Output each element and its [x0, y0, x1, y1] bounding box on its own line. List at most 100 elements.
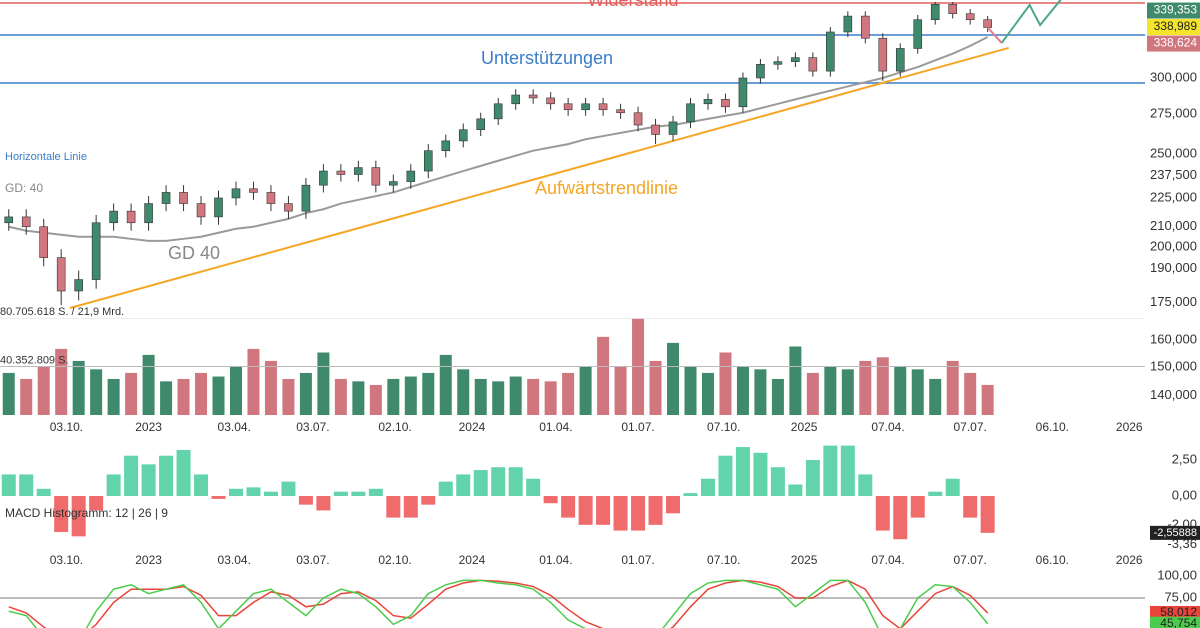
volume-bar — [160, 381, 173, 415]
y-tick-label: 200,000 — [1150, 239, 1197, 254]
volume-bar — [719, 352, 732, 415]
volume-bar — [754, 369, 767, 415]
x-tick-label: 2024 — [459, 553, 486, 567]
y-tick-label: 275,000 — [1150, 106, 1197, 121]
candle-body — [511, 94, 520, 105]
last-value-tag — [1150, 616, 1200, 628]
x-tick-label: 02.10. — [378, 553, 411, 567]
x-tick-label: 07.07. — [954, 553, 987, 567]
trendline — [69, 46, 1009, 309]
candle-body — [581, 103, 590, 111]
macd-bar — [666, 496, 681, 514]
last-value-label: 45,754 — [1160, 616, 1197, 628]
x-tick-label: 02.10. — [378, 420, 411, 434]
volume-bar — [107, 378, 120, 415]
macd-bar — [526, 478, 541, 497]
x-tick-label: 2026 — [1116, 553, 1143, 567]
macd-bar — [735, 447, 750, 497]
y-tick-label: 100,00 — [1157, 567, 1197, 582]
candle-body — [878, 37, 888, 72]
macd-bar — [71, 496, 86, 537]
macd-bar — [421, 496, 436, 505]
volume-bar — [911, 369, 924, 415]
price-tag-label: 338,624 — [1154, 36, 1198, 50]
candle-body — [826, 31, 835, 72]
macd-bar — [596, 496, 611, 525]
x-tick-label: 07.04. — [871, 420, 904, 434]
volume-bar — [509, 376, 522, 415]
volume-bar — [352, 381, 365, 415]
volume-bar — [614, 366, 627, 415]
candle-body — [214, 197, 223, 218]
price-tag-label: 338,989 — [1154, 19, 1198, 33]
macd-bar — [386, 496, 401, 518]
annotation: Horizontale Linie — [5, 151, 87, 163]
macd-bar — [963, 496, 978, 518]
volume-bar — [37, 366, 50, 415]
volume-bar — [649, 360, 662, 415]
volume-bar — [457, 369, 470, 415]
y-tick-label: 140,000 — [1150, 387, 1197, 402]
candle-body — [616, 109, 625, 114]
candle-body — [738, 77, 748, 108]
candle-body — [371, 167, 381, 186]
candle-body — [808, 57, 818, 72]
macd-bar — [403, 496, 418, 518]
volume-bar — [684, 366, 697, 415]
volume-bar — [387, 378, 400, 415]
x-tick-label: 2025 — [791, 553, 818, 567]
candle-body — [703, 99, 713, 105]
macd-bar — [1, 474, 16, 497]
x-tick-label: 2023 — [135, 553, 162, 567]
volume-bar — [824, 366, 837, 415]
volume-bar — [334, 378, 347, 415]
macd-bar — [368, 488, 383, 497]
x-tick-label: 2026 — [1116, 420, 1143, 434]
y-tick-label: 250,000 — [1150, 145, 1197, 160]
volume-bar — [579, 366, 592, 415]
volume-bar — [264, 360, 277, 415]
last-value-label: 58,012 — [1160, 605, 1197, 619]
macd-bar — [36, 488, 51, 497]
macd-bar — [648, 496, 663, 525]
candle-body — [39, 226, 49, 258]
volume-tick-label: 40.352.809 S. — [0, 354, 69, 366]
macd-bar — [211, 496, 226, 499]
macd-bar — [194, 474, 209, 497]
candle-body — [406, 170, 416, 182]
macd-bar — [770, 467, 785, 497]
volume-bar — [299, 372, 312, 415]
macd-bar — [159, 455, 174, 497]
x-tick-label: 07.04. — [871, 553, 904, 567]
stochastic-panel — [0, 579, 1145, 628]
last-value-tag — [1150, 605, 1200, 620]
macd-bar — [561, 496, 576, 518]
volume-bar — [439, 354, 452, 415]
x-tick-label: 01.04. — [539, 420, 572, 434]
volume-bar — [929, 378, 942, 415]
volume-bar — [195, 372, 208, 415]
candle-body — [336, 170, 346, 175]
macd-bar — [141, 464, 156, 497]
candle-body — [493, 103, 503, 120]
candle-body — [861, 15, 870, 39]
macd-bar — [176, 449, 191, 497]
candle-body — [791, 57, 800, 62]
x-tick-label: 07.10. — [707, 420, 740, 434]
candle-body — [668, 121, 678, 135]
macd-bar — [54, 496, 69, 533]
candle-body — [91, 222, 101, 280]
projection-line — [1000, 0, 1062, 44]
price-tag — [1147, 2, 1200, 19]
volume-bar — [806, 372, 819, 415]
volume-bar — [369, 384, 382, 415]
candle-body — [913, 19, 923, 49]
macd-bar — [753, 452, 768, 497]
y-tick-label: 237,500 — [1150, 167, 1197, 182]
last-value-tag — [1150, 525, 1200, 540]
volume-bar — [317, 352, 330, 415]
volume-bar — [212, 376, 225, 415]
volume-bar — [142, 354, 155, 415]
macd-bar — [928, 491, 943, 497]
